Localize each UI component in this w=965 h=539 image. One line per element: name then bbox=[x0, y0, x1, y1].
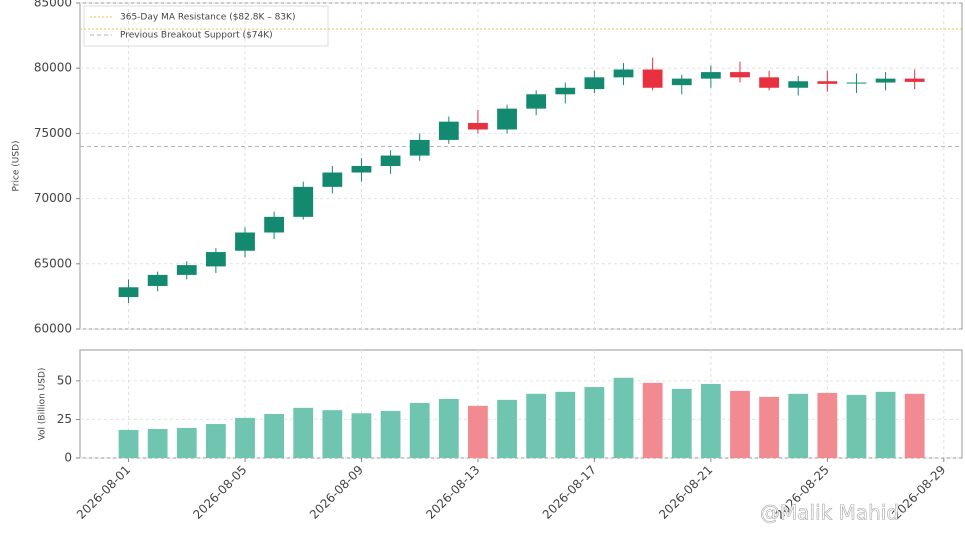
candle-body bbox=[468, 122, 488, 130]
candle-body bbox=[438, 121, 459, 140]
volume-bar bbox=[322, 410, 343, 458]
y-tick-label: 80000 bbox=[34, 61, 72, 75]
volume-bar bbox=[526, 393, 547, 458]
candle-body bbox=[759, 77, 780, 88]
y-axis-label: Vol (Billion USD) bbox=[38, 368, 48, 441]
volume-bar bbox=[497, 399, 517, 458]
y-tick-label: 75000 bbox=[34, 126, 72, 140]
volume-bar bbox=[351, 413, 372, 458]
candle-body bbox=[176, 265, 197, 275]
candle-body bbox=[322, 172, 343, 187]
volume-bar bbox=[904, 393, 925, 458]
candle-body bbox=[497, 108, 517, 130]
candle-body bbox=[817, 81, 838, 84]
volume-bar bbox=[176, 427, 197, 458]
x-tick-label: 2026-08-09 bbox=[307, 463, 366, 522]
x-tick-label: 2026-08-21 bbox=[656, 463, 715, 522]
x-tick-label: 2026-08-01 bbox=[74, 463, 133, 522]
candle-body bbox=[293, 186, 314, 217]
volume-bar bbox=[788, 393, 809, 458]
x-tick-label: 2026-08-17 bbox=[540, 463, 599, 522]
candle-body bbox=[351, 166, 372, 173]
candle-body bbox=[380, 155, 401, 166]
y-tick-label: 50 bbox=[57, 373, 72, 387]
candle-body bbox=[700, 72, 721, 79]
candle-body bbox=[205, 252, 226, 267]
volume-bar bbox=[438, 398, 459, 458]
volume-bar bbox=[380, 410, 401, 458]
candle-body bbox=[642, 69, 663, 88]
volume-bar bbox=[846, 394, 867, 458]
volume-bar bbox=[468, 405, 488, 458]
x-tick-label: 2026-08-13 bbox=[423, 463, 482, 522]
y-tick-label: 85000 bbox=[34, 0, 72, 10]
candle-body bbox=[904, 78, 925, 82]
volume-bar bbox=[671, 388, 692, 458]
volume-bar bbox=[817, 392, 838, 458]
y-tick-label: 25 bbox=[57, 412, 72, 426]
volume-bar bbox=[759, 396, 780, 458]
legend-label: Previous Breakout Support ($74K) bbox=[120, 31, 273, 41]
candle-body bbox=[875, 78, 896, 83]
price-panel bbox=[79, 2, 963, 330]
candle-body bbox=[147, 274, 168, 286]
candle-body bbox=[118, 287, 139, 298]
watermark: @Malik Mahid bbox=[760, 501, 899, 525]
candle-body bbox=[584, 77, 605, 90]
y-tick-label: 70000 bbox=[34, 191, 72, 205]
volume-bar bbox=[613, 377, 634, 458]
y-axis-label: Price (USD) bbox=[12, 140, 22, 191]
x-tick-label: 2026-08-05 bbox=[190, 463, 249, 522]
volume-bar bbox=[730, 390, 750, 458]
y-tick-label: 65000 bbox=[34, 256, 72, 270]
legend-label: 365-Day MA Resistance ($82.8K – 83K) bbox=[120, 13, 295, 23]
candle-body bbox=[846, 82, 867, 84]
volume-bar bbox=[147, 428, 168, 458]
volume-bar bbox=[875, 391, 896, 458]
y-tick-label: 0 bbox=[64, 451, 72, 465]
volume-bar bbox=[555, 391, 576, 458]
candle-body bbox=[613, 69, 634, 78]
volume-bar bbox=[264, 414, 285, 458]
candle-body bbox=[264, 216, 285, 233]
candle-body bbox=[409, 139, 430, 156]
candle-body bbox=[671, 78, 692, 86]
volume-bar bbox=[409, 402, 430, 458]
candle-body bbox=[526, 94, 547, 109]
volume-bar bbox=[584, 387, 605, 458]
y-tick-label: 60000 bbox=[34, 322, 72, 336]
volume-bar bbox=[293, 407, 314, 458]
candle-body bbox=[555, 87, 576, 95]
volume-bar bbox=[700, 383, 721, 458]
volume-bar bbox=[205, 424, 226, 458]
legend bbox=[83, 5, 329, 47]
volume-bar bbox=[235, 417, 255, 458]
volume-bar bbox=[118, 429, 139, 458]
candle-body bbox=[235, 232, 255, 251]
volume-bar bbox=[642, 382, 663, 458]
candle-body bbox=[730, 72, 750, 78]
candle-body bbox=[788, 81, 809, 88]
